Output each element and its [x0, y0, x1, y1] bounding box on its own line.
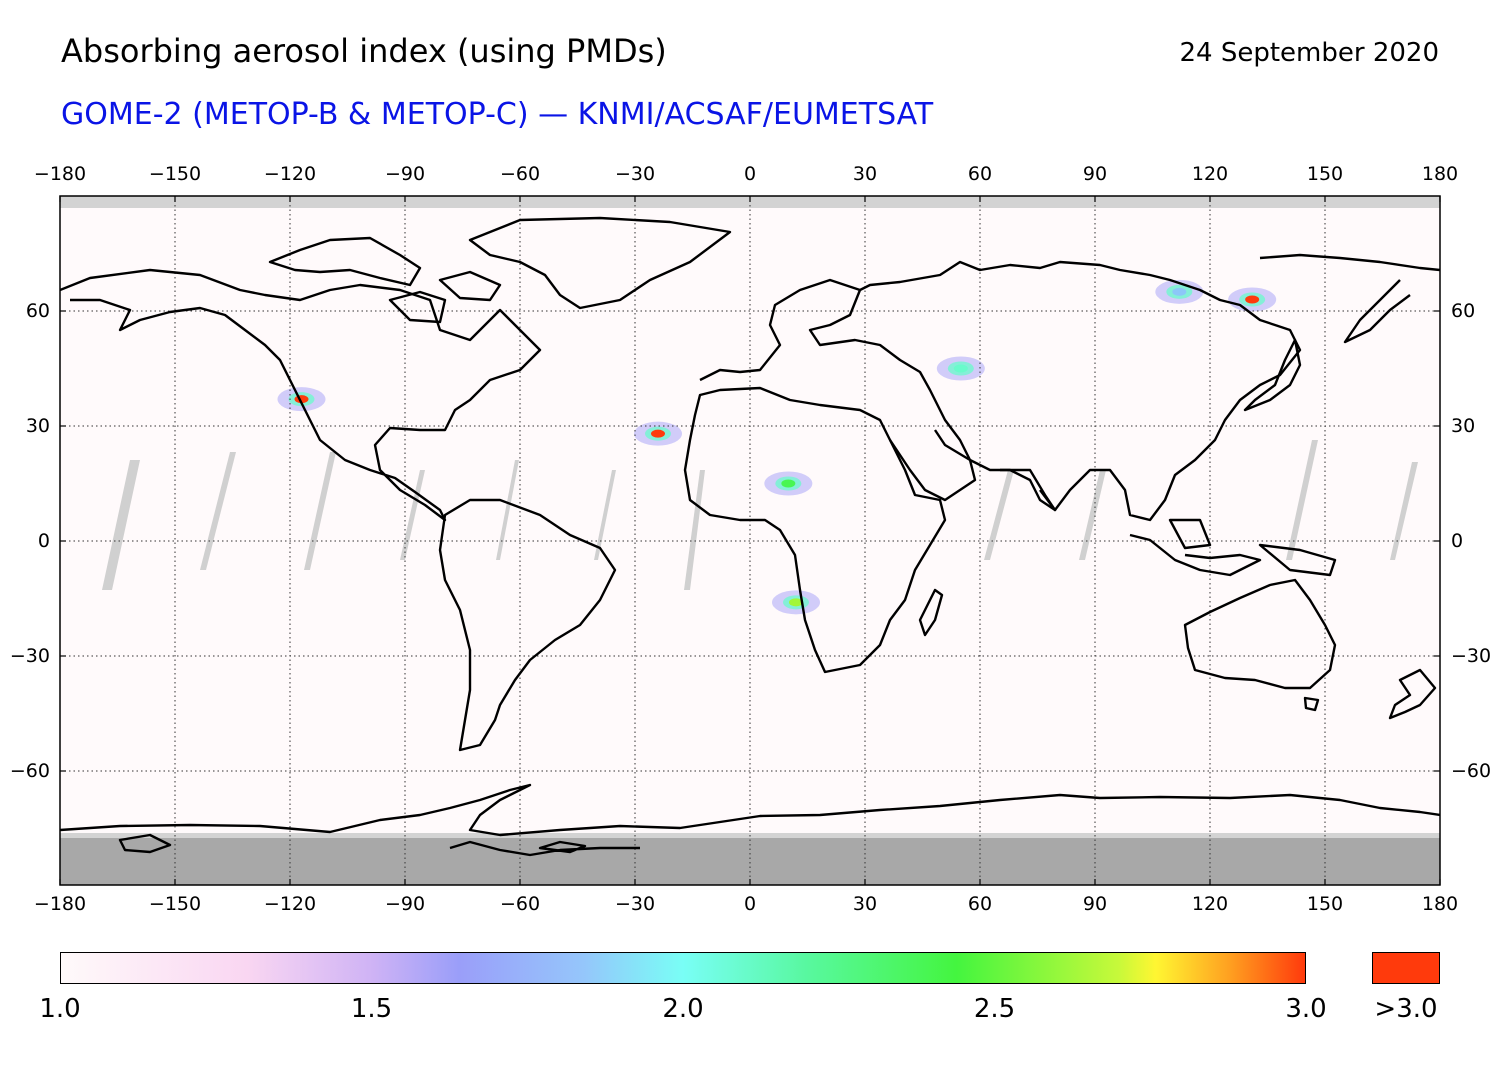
map-title: Absorbing aerosol index (using PMDs) — [61, 32, 667, 70]
coast-greenland — [468, 216, 732, 310]
aerosol-hotspots — [277, 279, 1277, 615]
lon-tick-label-bottom: −60 — [499, 893, 541, 915]
lon-tick-label-bottom: −90 — [384, 893, 426, 915]
coast-northeast-siberia — [1259, 253, 1440, 344]
lon-tick-label-top: 90 — [1082, 163, 1108, 185]
antarctic-fill — [60, 838, 1440, 885]
lon-tick-label-bottom: 60 — [967, 893, 993, 915]
colorbar-tick-label: 1.5 — [350, 994, 393, 1024]
lat-tick-label-left: −60 — [9, 760, 50, 782]
aerosol-hotspot — [1245, 295, 1260, 304]
aerosol-hotspot — [651, 429, 665, 438]
colorbar — [60, 952, 1306, 984]
lon-tick-label-bottom: −30 — [614, 893, 656, 915]
lon-tick-label-top: 60 — [967, 163, 993, 185]
lon-tick-label-bottom: 180 — [1421, 893, 1459, 915]
coast-arabia — [889, 429, 977, 502]
colorbar-tick-label: 2.0 — [662, 994, 704, 1024]
coast-antarctic-peninsula — [118, 833, 640, 857]
coast-eurasia — [699, 260, 1302, 522]
lon-tick-label-bottom: 30 — [852, 893, 878, 915]
coast-tasmania — [1303, 696, 1320, 712]
lon-tick-label-top: −90 — [384, 163, 426, 185]
aerosol-hotspot — [1172, 287, 1187, 296]
lat-tick-label-right: 30 — [1451, 415, 1476, 437]
lon-tick-label-top: 120 — [1191, 163, 1229, 185]
lat-tick-label-right: −60 — [1451, 760, 1492, 782]
lon-tick-label-top: −120 — [263, 163, 317, 185]
lat-tick-label-left: 30 — [25, 415, 50, 437]
map-date: 24 September 2020 — [1179, 38, 1440, 68]
lon-tick-label-bottom: 150 — [1306, 893, 1344, 915]
lon-tick-label-bottom: −180 — [33, 893, 87, 915]
lat-tick-label-left: 60 — [25, 300, 50, 322]
coast-india — [1000, 468, 1057, 512]
coast-indonesia — [1129, 518, 1337, 577]
lon-tick-label-top: 0 — [743, 163, 757, 185]
lon-tick-label-top: 150 — [1306, 163, 1344, 185]
lon-tick-label-bottom: 120 — [1191, 893, 1229, 915]
coast-south-america — [438, 498, 617, 752]
lon-tick-label-bottom: −150 — [148, 893, 202, 915]
coast-australia — [1183, 578, 1337, 690]
lat-tick-label-right: 0 — [1451, 530, 1464, 552]
lat-tick-label-left: −30 — [9, 645, 50, 667]
graticule — [60, 196, 1440, 885]
aerosol-hotspot — [781, 479, 796, 488]
lon-tick-label-top: −180 — [33, 163, 87, 185]
aerosol-hotspot — [789, 598, 803, 607]
lon-tick-label-bottom: 90 — [1082, 893, 1108, 915]
axis-ticks — [59, 196, 1441, 885]
lat-tick-label-left: 0 — [37, 530, 50, 552]
lat-tick-label-right: 60 — [1451, 300, 1476, 322]
lon-tick-label-bottom: −120 — [263, 893, 317, 915]
colorbar-tick-label: 3.0 — [1285, 994, 1327, 1024]
coast-arctic-islands — [268, 236, 502, 324]
lat-tick-label-right: −30 — [1451, 645, 1492, 667]
coast-new-zealand — [1388, 668, 1437, 720]
colorbar-tick-label: 1.0 — [39, 994, 81, 1024]
lon-tick-label-top: −150 — [148, 163, 202, 185]
lon-tick-label-top: 180 — [1421, 163, 1459, 185]
lon-tick-label-top: −60 — [499, 163, 541, 185]
lon-tick-label-top: 30 — [852, 163, 878, 185]
colorbar-overflow-label: >3.0 — [1374, 994, 1438, 1024]
coast-north-america — [60, 268, 542, 522]
lon-tick-label-bottom: 0 — [743, 893, 757, 915]
coast-madagascar — [918, 588, 944, 637]
coast-japan — [1243, 338, 1302, 412]
colorbar-overflow-box — [1372, 952, 1440, 984]
coastlines — [60, 216, 1440, 857]
aerosol-hotspot — [953, 364, 968, 373]
map-subtitle: GOME-2 (METOP-B & METOP-C) — KNMI/ACSAF/… — [61, 97, 934, 132]
coast-antarctica — [60, 783, 1440, 837]
lon-tick-label-top: −30 — [614, 163, 656, 185]
coast-africa — [683, 386, 947, 674]
colorbar-tick-label: 2.5 — [973, 994, 1016, 1024]
